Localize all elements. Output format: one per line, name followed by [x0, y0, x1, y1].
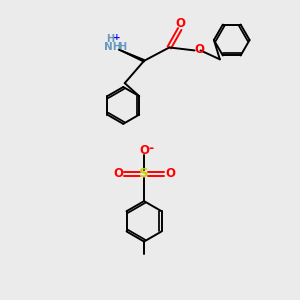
Text: NH: NH [104, 43, 122, 52]
Text: H: H [118, 43, 127, 52]
Text: +: + [112, 33, 120, 42]
Text: O: O [113, 167, 123, 180]
Text: O: O [139, 143, 149, 157]
Text: O: O [175, 17, 185, 31]
Polygon shape [119, 50, 144, 62]
Text: O: O [165, 167, 175, 180]
Text: S: S [139, 167, 149, 180]
Text: H: H [106, 34, 114, 44]
Text: O: O [195, 43, 205, 56]
Text: -: - [148, 142, 153, 155]
